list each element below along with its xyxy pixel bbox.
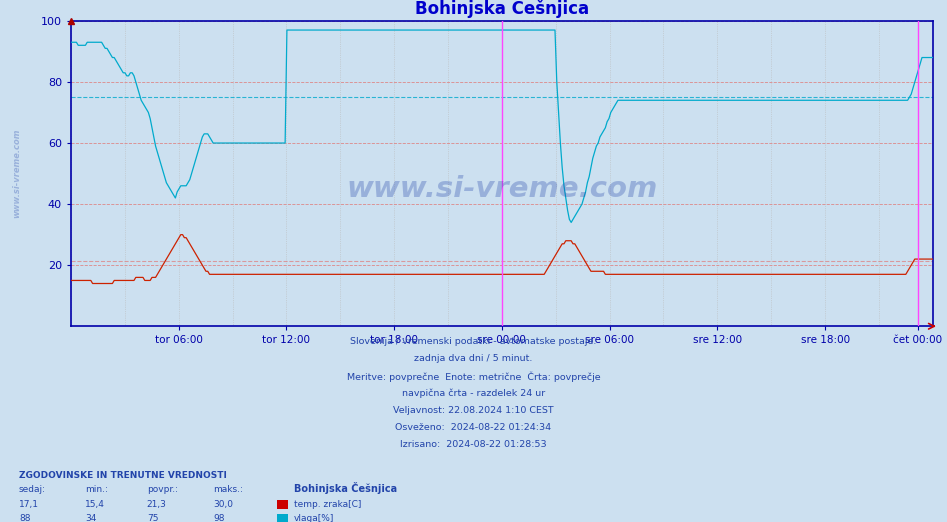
Text: 98: 98 [213,515,224,522]
Title: Bohinjska Češnjica: Bohinjska Češnjica [415,0,589,18]
Text: temp. zraka[C]: temp. zraka[C] [294,500,361,509]
Text: ZGODOVINSKE IN TRENUTNE VREDNOSTI: ZGODOVINSKE IN TRENUTNE VREDNOSTI [19,471,227,480]
Text: www.si-vreme.com: www.si-vreme.com [347,175,657,203]
Text: 88: 88 [19,515,30,522]
Text: 17,1: 17,1 [19,500,39,509]
Text: 34: 34 [85,515,97,522]
Text: sedaj:: sedaj: [19,485,46,494]
Text: zadnja dva dni / 5 minut.: zadnja dva dni / 5 minut. [415,354,532,363]
Text: 75: 75 [147,515,158,522]
Text: www.si-vreme.com: www.si-vreme.com [12,129,22,218]
Text: 30,0: 30,0 [213,500,233,509]
Text: 15,4: 15,4 [85,500,105,509]
Text: maks.:: maks.: [213,485,243,494]
Text: Slovenija / vremenski podatki - avtomatske postaje.: Slovenija / vremenski podatki - avtomats… [350,337,597,346]
Text: povpr.:: povpr.: [147,485,178,494]
Text: Veljavnost: 22.08.2024 1:10 CEST: Veljavnost: 22.08.2024 1:10 CEST [393,406,554,414]
Text: navpična črta - razdelek 24 ur: navpična črta - razdelek 24 ur [402,388,545,398]
Text: Bohinjska Češnjica: Bohinjska Češnjica [294,482,397,494]
Text: Meritve: povprečne  Enote: metrične  Črta: povprečje: Meritve: povprečne Enote: metrične Črta:… [347,371,600,382]
Text: Osveženo:  2024-08-22 01:24:34: Osveženo: 2024-08-22 01:24:34 [396,423,551,432]
Text: Izrisano:  2024-08-22 01:28:53: Izrisano: 2024-08-22 01:28:53 [401,440,546,449]
Text: 21,3: 21,3 [147,500,167,509]
Text: min.:: min.: [85,485,108,494]
Text: vlaga[%]: vlaga[%] [294,515,334,522]
